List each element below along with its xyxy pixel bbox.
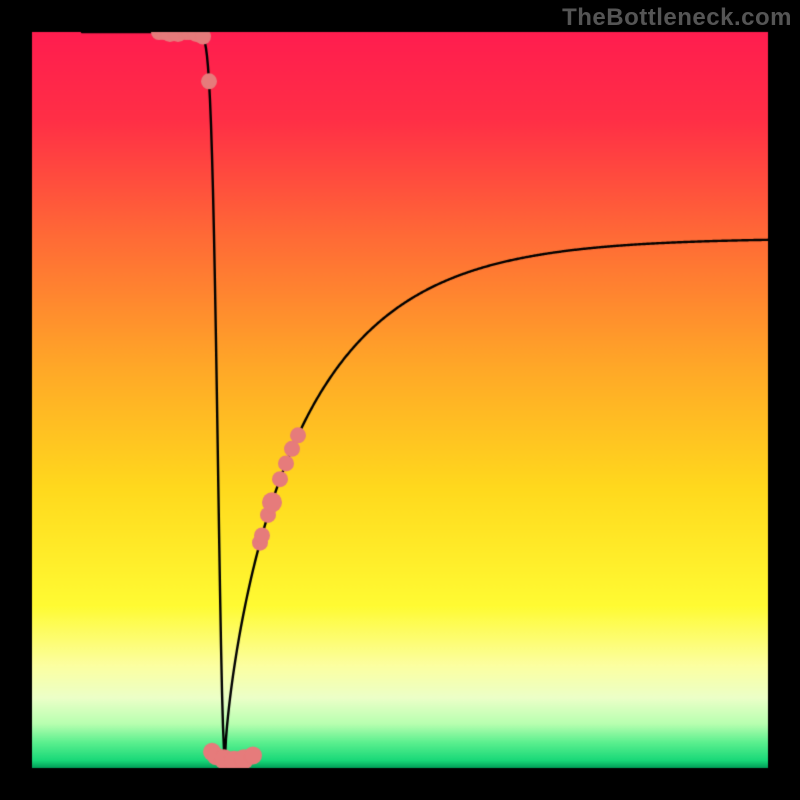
chart-stage: TheBottleneck.com [0,0,800,800]
chart-canvas [0,0,800,800]
